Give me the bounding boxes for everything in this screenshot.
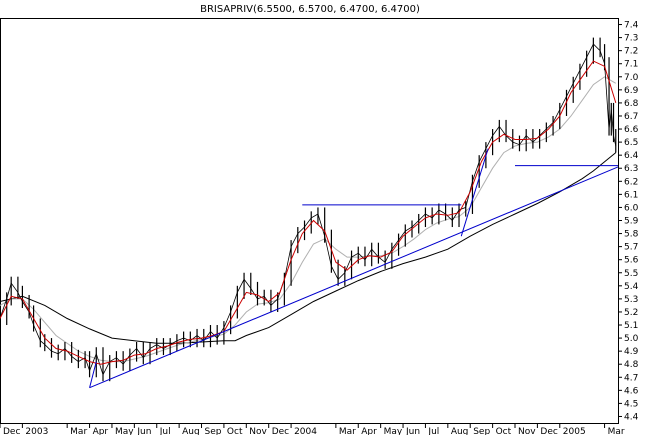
y-tick-label: 4.8 [624, 360, 639, 370]
x-tick-label: Aug [182, 427, 200, 435]
x-tick-label: Apr [361, 427, 377, 435]
x-tick-label: May [384, 427, 403, 435]
x-tick-label: 2003 [25, 427, 48, 435]
y-tick-label: 5.2 [624, 308, 638, 318]
x-tick-label: Jul [159, 427, 171, 435]
y-tick-label: 7.4 [624, 21, 639, 31]
y-tick-label: 5.4 [624, 282, 639, 292]
x-tick-label: Dec [3, 427, 20, 435]
y-tick-label: 6.3 [624, 164, 638, 174]
x-axis: Dec 2003 Mar Apr May Jun Jul Aug Sep Oct Nov Dec 200… [0, 423, 625, 435]
y-tick-label: 5.8 [624, 230, 639, 240]
y-tick-label: 6.1 [624, 190, 638, 200]
y-tick-label: 4.6 [624, 386, 639, 396]
y-tick-label: 6.0 [624, 203, 639, 213]
y-tick-label: 5.3 [624, 295, 638, 305]
ema-slow-layer [0, 152, 617, 344]
x-tick-label: Apr [93, 427, 109, 435]
x-tick-label: Nov [249, 427, 267, 435]
y-tick-label: 7.1 [624, 60, 638, 70]
y-tick-label: 5.6 [624, 256, 639, 266]
x-tick-label: Nov [518, 427, 536, 435]
ema-mid-layer [0, 76, 617, 363]
x-tick-label: Jun [405, 427, 420, 435]
x-tick-label: Mar [339, 427, 356, 435]
x-tick-label: Sep [205, 427, 222, 435]
x-tick-label: Oct [227, 427, 243, 435]
y-tick-label: 5.5 [624, 269, 638, 279]
x-tick-label: 2004 [294, 427, 317, 435]
y-tick-label: 6.7 [624, 112, 638, 122]
x-tick-label: Mar [70, 427, 87, 435]
x-tick-label: Dec [272, 427, 289, 435]
trendline [89, 361, 97, 388]
y-tick-label: 4.7 [624, 373, 638, 383]
y-tick-label: 7.3 [624, 34, 638, 44]
y-tick-label: 4.4 [624, 412, 639, 422]
x-tick-label: May [115, 427, 134, 435]
trendline [460, 148, 489, 237]
price-bars [0, 37, 617, 382]
y-tick-label: 6.5 [624, 138, 638, 148]
x-tick-label: Dec [540, 427, 557, 435]
trendline [89, 166, 619, 389]
x-tick-label: Mar [608, 427, 625, 435]
y-tick-label: 5.7 [624, 243, 638, 253]
x-tick-label: Aug [451, 427, 469, 435]
y-tick-label: 6.9 [624, 86, 639, 96]
price-line [0, 43, 617, 376]
trendlines [89, 148, 619, 389]
ema-mid-line [0, 76, 617, 363]
x-tick-label: Oct [496, 427, 512, 435]
x-tick-label: 2005 [563, 427, 586, 435]
x-tick-label: Jun [136, 427, 151, 435]
y-tick-label: 5.0 [624, 334, 639, 344]
y-tick-label: 7.0 [624, 73, 639, 83]
ema-fast-line [0, 60, 617, 365]
y-tick-label: 6.8 [624, 99, 639, 109]
y-tick-label: 5.9 [624, 217, 639, 227]
ema-fast-layer [0, 60, 617, 365]
y-tick-label: 6.4 [624, 151, 639, 161]
x-tick-label: Sep [473, 427, 490, 435]
y-tick-label: 6.6 [624, 125, 639, 135]
y-axis: 7.4 7.3 7.2 7.1 7.0 6.9 6.8 6.7 6.6 6.5 6.4 6.3 6.2 6… [618, 21, 639, 422]
y-tick-label: 5.1 [624, 321, 638, 331]
x-tick-label: Jul [427, 427, 439, 435]
ema-slow-line [0, 152, 617, 344]
y-tick-label: 6.2 [624, 177, 638, 187]
y-tick-label: 4.5 [624, 399, 638, 409]
y-tick-label: 4.9 [624, 347, 639, 357]
chart-title: BRISAPRIV(6.5500, 6.5700, 6.4700, 6.4700… [200, 4, 420, 15]
y-tick-label: 7.2 [624, 47, 638, 57]
